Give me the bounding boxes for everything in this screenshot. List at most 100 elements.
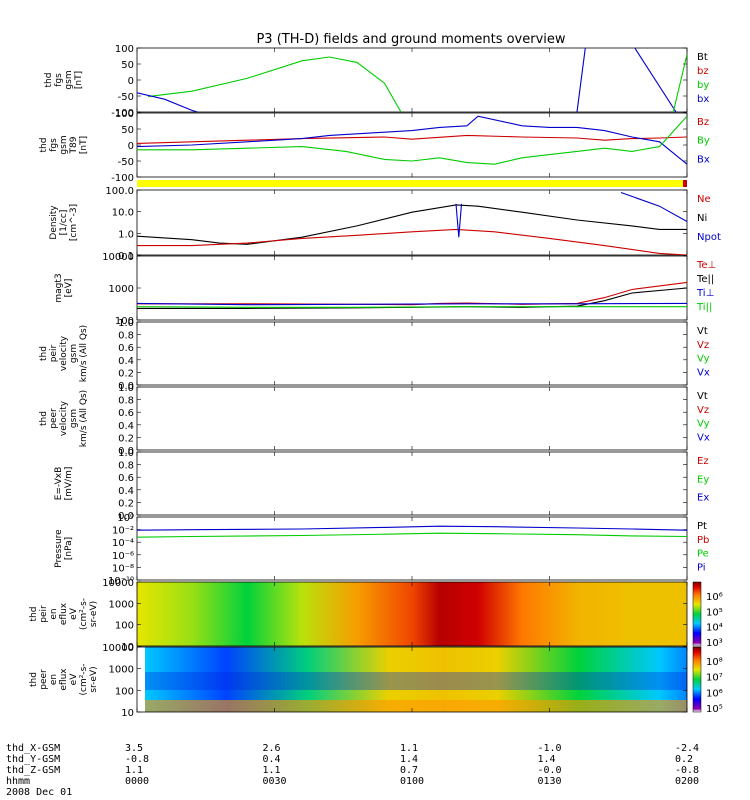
panel-6: 1.0 0.80.6 0.40.2 0.0 E=-VxB[mV/m] Ez Ey Ex — [54, 448, 709, 522]
y-axis-label-line: Pressure — [54, 529, 64, 568]
panel-frame — [136, 451, 688, 516]
spectrogram-1: 10000 1000 100 10 thdpeerenefluxeV(cm²-s-sr-… — [29, 643, 723, 719]
quality-flag-end — [683, 180, 687, 187]
y-axis-label: thdpeirenefluxeV(cm²-s-sr-eV) — [29, 598, 99, 630]
legend-entry: Vz — [697, 405, 709, 416]
y-axis-label-line: [mV/m] — [64, 467, 74, 501]
y-axis-label-line: magt3 — [54, 273, 64, 302]
colorbar-tick-label: 10⁷ — [706, 673, 723, 684]
y-axis-label-line: velocity — [59, 400, 69, 436]
colorbar-tick-label: 10⁸ — [706, 657, 723, 668]
legend-entry: Vz — [697, 340, 709, 351]
legend-entry: Vt — [697, 326, 708, 337]
y-axis-label-line: [nT] — [79, 136, 89, 154]
y-tick-label: 10⁻⁶ — [112, 551, 134, 562]
y-tick-label: 10⁻² — [112, 526, 134, 537]
legend-entry: bz — [697, 66, 709, 77]
series-line-by — [147, 56, 402, 112]
series-line-bx — [576, 48, 586, 112]
series-line-Ti⊥ — [137, 302, 687, 306]
y-axis-label-line: (cm²-s- — [79, 598, 89, 630]
spectrogram-0: 10000 1000 100 10 thdpeirenefluxeV(cm²-s-sr-… — [29, 578, 723, 653]
y-axis-label-line: gsm — [64, 70, 74, 89]
y-tick-label: 0.2 — [118, 498, 134, 509]
colorbar-tick-label: 10⁴ — [706, 623, 723, 634]
y-axis-label-line: gsm — [69, 409, 79, 428]
series-line-bx — [634, 48, 677, 112]
panel-frame — [136, 321, 688, 386]
legend-entry: Te|| — [696, 274, 714, 285]
y-axis-label-line: gsm — [69, 344, 79, 363]
legend-entry: Ex — [697, 493, 709, 504]
y-axis-label-line: thd — [29, 607, 39, 622]
legend-entry: Ez — [697, 456, 709, 467]
footer-row-value: 0130 — [537, 776, 562, 787]
series-line-Npot — [620, 191, 687, 222]
y-tick-label: 100.0 — [105, 186, 134, 197]
y-tick-label: 0.4 — [118, 421, 134, 432]
y-tick-label: 50 — [121, 60, 134, 71]
y-axis-label-line: fgs — [49, 138, 59, 152]
y-tick-label: 10000 — [102, 643, 134, 654]
y-axis-label-line: thd — [39, 411, 49, 426]
series-line-Bx — [137, 115, 687, 165]
series-line-bx — [137, 92, 198, 112]
y-axis-label: thdpeerenefluxeV(cm²-s-sr-eV) — [29, 663, 99, 695]
y-tick-label: 0.0 — [118, 511, 134, 522]
y-axis-label-line: gsm — [59, 135, 69, 154]
y-axis-label-line: peer — [39, 669, 49, 690]
colorbar-tick-label: 10⁵ — [706, 607, 723, 618]
panel-frame — [136, 112, 688, 178]
legend-entry: By — [697, 136, 710, 147]
y-tick-label: -50 — [118, 92, 134, 103]
series-line-Bz — [137, 134, 687, 144]
series-group — [137, 115, 687, 165]
footer-row-label: hhmm — [6, 776, 31, 787]
panel-1: 100 50 0 -50 -100 thdfgsgsmT89[nT] Bz By Bx — [39, 109, 710, 184]
y-tick-label: 10000 — [102, 578, 134, 589]
y-tick-label: 0.1 — [118, 251, 134, 262]
footer-row-value: 0000 — [125, 776, 150, 787]
y-axis-label-line: km/s (All Qs) — [79, 325, 89, 382]
footer-date-label: 2008 Dec 01 — [6, 787, 73, 798]
spectrogram-band — [145, 672, 687, 690]
y-axis-label: Density[1/cc][cm^-3] — [49, 204, 79, 241]
legend-entry: Ey — [697, 474, 709, 485]
y-axis-label: thdfgsgsmT89[nT] — [39, 135, 89, 154]
panel-4: 1.0 0.80.6 0.40.2 0.0 thdpeirvelocitygsmkm/s… — [39, 318, 710, 392]
colorbar-tick-label: 10³ — [706, 638, 723, 649]
y-tick-label: 100 — [115, 686, 134, 697]
footer-row-value: -0.8 — [675, 765, 700, 776]
y-tick-label: 0.8 — [118, 331, 134, 342]
y-axis-label-line: peir — [49, 344, 59, 362]
legend-entry: bx — [697, 94, 709, 105]
panel-5: 1.0 0.80.6 0.40.2 0.0 thdpeervelocitygsmkm/s… — [39, 383, 710, 457]
y-tick-label: 0.0 — [118, 446, 134, 457]
y-tick-label: 1.0 — [118, 318, 134, 329]
y-axis-label: Pressure[nPa] — [54, 529, 74, 568]
y-axis-label-line: T89 — [69, 136, 79, 154]
y-tick-label: 0.6 — [118, 343, 134, 354]
y-axis-label-line: en — [49, 674, 59, 685]
y-axis-label-line: [nT] — [74, 71, 84, 89]
legend-entry: Ti⊥ — [696, 288, 714, 299]
y-axis-label: thdfgsgsm[nT] — [44, 70, 84, 89]
legend-entry: Vx — [697, 432, 710, 443]
y-tick-label: 1000 — [109, 284, 134, 295]
y-axis-label-line: [1/cc] — [59, 210, 69, 236]
panel-7: 10⁰ 10⁻²10⁻⁴ 10⁻⁶10⁻⁸ 10⁻¹⁰ Pressure[nPa] Pt P… — [54, 513, 709, 587]
panel-frame — [136, 47, 688, 113]
series-line-By — [137, 115, 687, 165]
y-axis-label: E=-VxB[mV/m] — [54, 467, 74, 501]
y-axis-label-line: thd — [39, 138, 49, 153]
y-tick-label: 10000 — [102, 252, 134, 263]
series-line-by — [672, 54, 687, 112]
footer-row-value: -2.4 — [675, 743, 700, 754]
footer-row-value: 1.1 — [125, 765, 144, 776]
panel-3: 10000 1000 100 magt3[eV] Te⊥ Te|| Ti⊥ Ti|| — [54, 252, 716, 327]
legend-entry: Ti|| — [696, 302, 712, 313]
y-tick-label: 50 — [121, 125, 134, 136]
y-axis-label-line: thd — [39, 346, 49, 361]
y-axis-label-line: (cm²-s- — [79, 663, 89, 695]
